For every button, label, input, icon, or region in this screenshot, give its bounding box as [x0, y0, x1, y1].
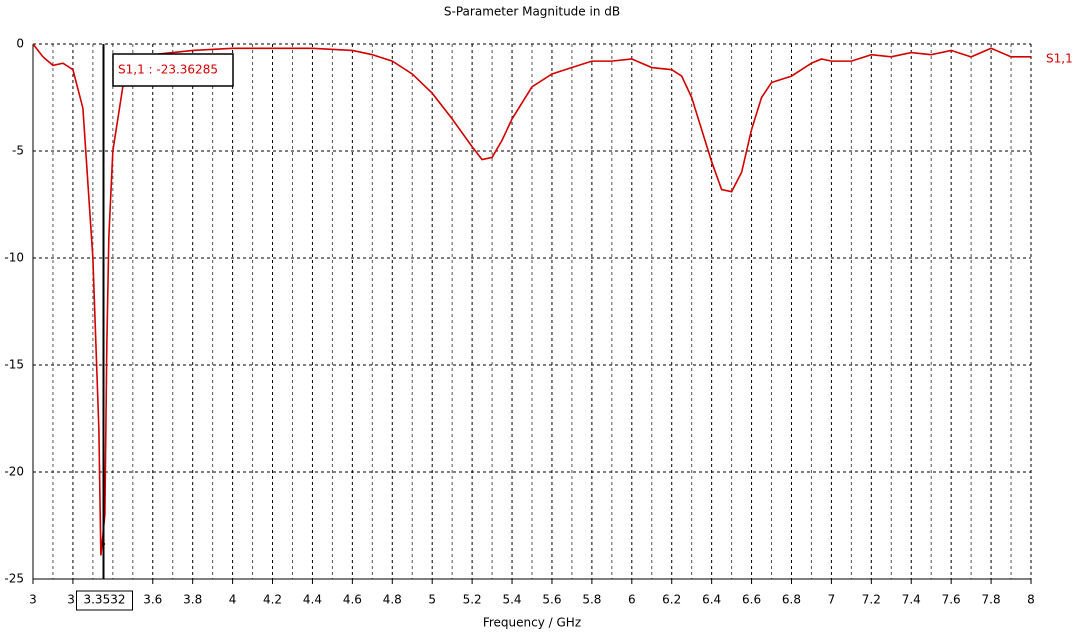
x-tick-label: 4	[229, 593, 237, 607]
x-tick-label: 6	[628, 593, 636, 607]
x-tick-label: 4.2	[263, 593, 282, 607]
x-tick-label: 6.6	[742, 593, 761, 607]
marker-x-label: 3.3532	[83, 593, 125, 607]
x-axis-label: Frequency / GHz	[483, 616, 581, 630]
x-tick-label: 4.4	[303, 593, 322, 607]
annotation: S1,1 : -23.36285	[118, 63, 218, 77]
x-tick-label: 5.6	[542, 593, 561, 607]
x-tick-label: 8	[1027, 593, 1035, 607]
x-tick-label: 6.8	[782, 593, 801, 607]
x-tick-label: 7.8	[982, 593, 1001, 607]
x-tick-label: 4.6	[343, 593, 362, 607]
x-tick-label: 7	[828, 593, 836, 607]
x-tick-label: 5.8	[582, 593, 601, 607]
x-tick-label: 7.6	[942, 593, 961, 607]
x-tick-label: 5.2	[463, 593, 482, 607]
x-tick-label: 3.	[67, 593, 78, 607]
x-tick-label: 7.2	[862, 593, 881, 607]
x-tick-label: 5	[428, 593, 436, 607]
y-tick-label: 0	[16, 37, 24, 51]
y-tick-label: -5	[12, 144, 24, 158]
y-tick-label: -10	[4, 251, 24, 265]
series-line	[32, 43, 1031, 556]
x-tick-label: 3	[29, 593, 37, 607]
marker-point	[101, 542, 105, 546]
x-tick-label: 3.8	[183, 593, 202, 607]
annotation-box	[112, 53, 234, 87]
x-tick-label: 4.8	[383, 593, 402, 607]
y-tick-label: -20	[4, 465, 24, 479]
x-tick-label: 6.4	[702, 593, 721, 607]
chart-title: S-Parameter Magnitude in dB	[444, 5, 620, 19]
x-tick-label: 7.4	[902, 593, 921, 607]
y-tick-label: -25	[4, 572, 24, 586]
x-tick-label: 6.2	[662, 593, 681, 607]
series-label: S1,1	[1046, 51, 1073, 65]
x-tick-label: 5.4	[502, 593, 521, 607]
x-tick-label: 3.6	[143, 593, 162, 607]
y-tick-label: -15	[4, 358, 24, 372]
marker-x-box	[75, 590, 133, 611]
